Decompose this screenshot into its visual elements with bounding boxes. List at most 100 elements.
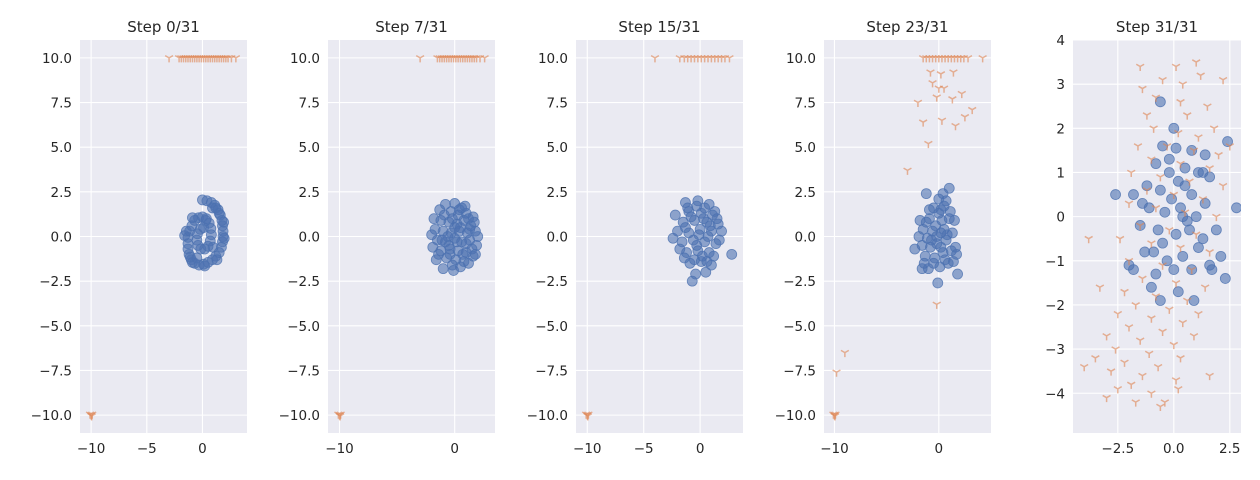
y-tick-label: 5.0 [51,140,72,156]
data-point-tri [1135,337,1145,345]
subplot-title: Step 0/31 [127,18,200,36]
data-point-circle [691,240,703,251]
y-tick-label: −3 [1045,342,1065,358]
data-point-tri [1187,266,1197,275]
data-point-tri [1158,328,1167,336]
data-point-circle [932,277,944,289]
subplot-1: 10.0 7.5 5.0 2.5 0.0 −2.5 −5.0 −7.5 −10.0 −10 −5 0 S… [31,18,247,457]
data-point-tri [1153,363,1163,372]
data-point-circle [1177,250,1189,262]
data-point-circle [918,257,930,269]
data-point-circle [948,256,959,267]
data-point-tri [1135,222,1145,230]
data-point-tri [1115,235,1125,244]
data-point-circle [199,260,211,272]
x-tick-label: −5 [634,441,654,457]
y-tick-label: 1 [1056,165,1065,181]
data-point-tri [1147,240,1156,248]
data-point-tri [1133,143,1143,151]
data-point-tri [1158,262,1167,270]
data-point-circle [943,213,955,225]
data-point-circle [218,216,230,228]
data-point-tri [1182,112,1192,120]
data-point-circle [1186,189,1198,200]
data-point-tri [1176,355,1185,363]
y-tick-label: −10.0 [279,408,320,424]
data-point-tri [1205,249,1214,257]
data-point-tri [1151,94,1161,102]
data-point-tri [1171,279,1181,288]
x-tick-label: 0 [935,441,944,457]
data-point-tri [960,113,970,122]
data-point-circle [1172,286,1184,298]
data-point-tri [1214,151,1223,160]
data-point-tri [1156,403,1165,412]
data-point-circle [1128,189,1139,200]
y-tick-label: 2.5 [547,185,568,201]
data-point-circle [1188,295,1200,306]
y-tick-label: −10.0 [527,408,568,424]
y-tick-label: 3 [1056,77,1065,93]
y-tick-label: 0 [1056,210,1065,226]
data-point-circle [931,238,943,250]
data-point-circle [1148,246,1160,258]
data-point-tri [1194,310,1203,319]
data-point-circle [433,248,444,260]
data-point-circle [909,243,921,255]
y-tick-label: −5.0 [783,319,816,335]
data-point-circle [920,216,932,228]
subplot-3: 10.0 7.5 5.0 2.5 0.0 −2.5 −5.0 −7.5 −10.0 −10 −5 0 S… [527,18,743,457]
x-tick-label: −10 [325,441,354,457]
x-tick-label: 0.0 [1163,441,1184,457]
data-point-circle [1190,211,1202,223]
data-point-tri [1084,235,1093,244]
y-tick-label: 2 [1056,121,1065,137]
points [829,54,987,421]
data-point-circle [1154,295,1166,306]
data-point-circle [667,232,679,244]
data-point-tri [1169,191,1179,200]
data-point-tri [1189,332,1199,341]
data-point-tri [1191,59,1201,67]
data-point-circle [1152,224,1164,236]
y-tick-label: −2.5 [39,274,72,290]
y-tick-label: −1 [1045,254,1065,270]
data-point-tri [1131,302,1141,310]
subplot-5: 4 3 2 1 0 −1 −2 −3 −4 −2.5 0.0 2.5 Step 31/31 [1045,18,1241,457]
data-point-tri [1189,147,1199,155]
data-point-circle [180,225,192,237]
y-tick-label: −4 [1045,386,1065,402]
data-point-circle [187,212,198,224]
data-point-tri [1126,169,1136,177]
data-point-circle [1128,264,1139,276]
data-point-tri [336,411,345,419]
data-point-circle [689,254,700,266]
data-point-tri [1126,381,1136,389]
data-point-tri [1194,134,1203,142]
data-point-tri [1151,293,1161,301]
data-point-circle [464,223,476,235]
data-point-circle [937,247,949,258]
y-tick-label: −10.0 [31,408,72,424]
data-point-tri [1169,341,1179,350]
y-tick-label: −7.5 [39,363,72,379]
data-point-circle [211,254,223,266]
x-tick-label: 0 [198,441,207,457]
y-tick-label: 10.0 [42,51,72,67]
data-point-tri [1138,275,1147,283]
data-point-circle [444,248,456,260]
data-point-tri [1171,63,1181,71]
data-point-circle [1163,167,1175,178]
data-point-tri [1147,315,1156,323]
data-point-tri [1138,372,1147,381]
data-point-tri [725,54,734,63]
data-point-circle [952,268,963,280]
data-point-tri [1176,244,1185,253]
data-point-circle [702,231,714,242]
data-point-circle [427,241,439,253]
y-tick-label: 7.5 [299,96,320,112]
data-point-tri [831,411,840,419]
y-tick-label: −10.0 [775,408,816,424]
data-point-tri [231,54,241,63]
